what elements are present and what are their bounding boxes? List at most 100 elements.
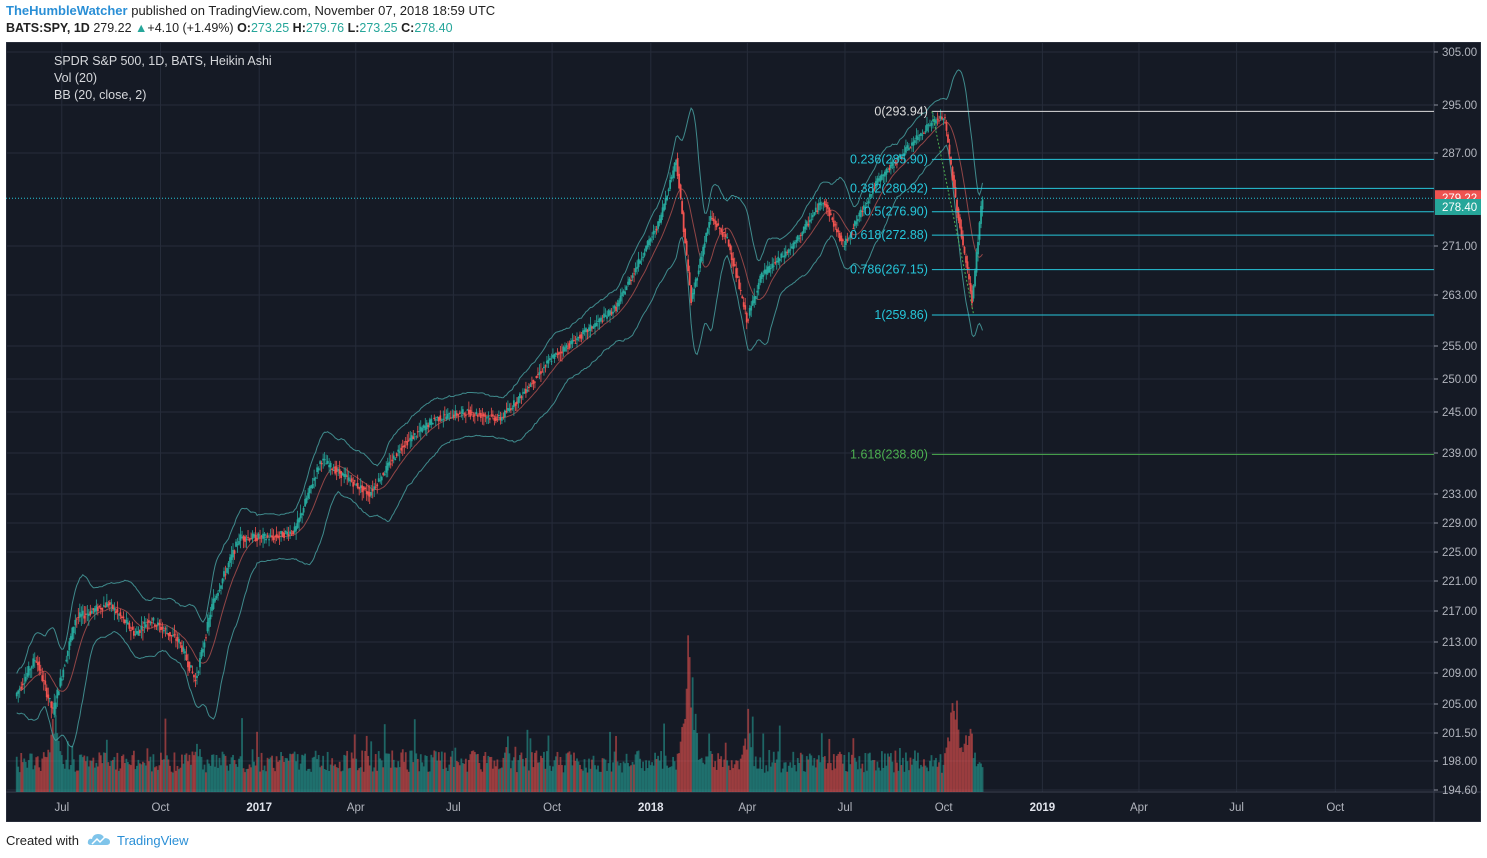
- candle-body: [748, 307, 751, 316]
- volume-bar: [87, 766, 90, 792]
- candle-body: [251, 533, 254, 540]
- volume-bar: [506, 736, 509, 792]
- volume-bar: [702, 762, 705, 792]
- candle-body: [523, 391, 526, 394]
- volume-bar: [714, 761, 717, 792]
- candle-body: [107, 604, 110, 606]
- candle-body: [383, 473, 386, 476]
- volume-bar: [945, 747, 948, 792]
- low-label: L:: [347, 21, 360, 35]
- candle-body: [242, 536, 245, 541]
- volume-bar: [30, 753, 33, 792]
- candle-body: [753, 296, 756, 304]
- volume-bar: [479, 769, 482, 792]
- volume-bar: [239, 756, 242, 792]
- candle-body: [900, 156, 903, 159]
- candle-body: [18, 688, 21, 690]
- candle-body: [783, 255, 786, 258]
- volume-bar: [741, 754, 744, 792]
- volume-bar: [552, 766, 554, 792]
- volume-bar: [319, 767, 322, 792]
- candle-body: [218, 589, 221, 591]
- candle-body: [894, 161, 897, 164]
- candle-body: [257, 533, 260, 538]
- candle-body: [185, 654, 188, 661]
- candle-body: [762, 274, 765, 277]
- candle-body: [443, 414, 446, 416]
- author-link[interactable]: TheHumbleWatcher: [6, 3, 128, 18]
- volume-bar: [38, 767, 41, 792]
- candle-body: [433, 417, 436, 420]
- volume-bar: [765, 765, 768, 792]
- price-chart[interactable]: 0(293.94) 0.236(285.90) 0.382(280.92) 0.5(2…: [5, 41, 1482, 823]
- volume-bar: [128, 764, 131, 792]
- volume-bar: [268, 759, 270, 792]
- candle-body: [145, 624, 147, 628]
- volume-bar: [805, 756, 808, 792]
- candle-body: [235, 541, 237, 547]
- volume-bar: [571, 765, 574, 792]
- candle-body: [389, 463, 392, 465]
- volume-bar: [549, 765, 551, 792]
- volume-bar: [600, 771, 602, 792]
- time-label: 2019: [1030, 802, 1056, 814]
- candle-body: [451, 417, 454, 419]
- volume-bar: [93, 767, 96, 792]
- candle-body: [263, 533, 266, 537]
- candle-body: [164, 628, 167, 630]
- chart-panel[interactable]: 0(293.94) 0.236(285.90) 0.382(280.92) 0.5(2…: [5, 41, 1482, 823]
- candle-body: [613, 305, 616, 309]
- volume-bar: [522, 758, 524, 792]
- volume-bar: [561, 765, 563, 792]
- volume-bar: [29, 753, 32, 792]
- price-label: 213.00: [1442, 637, 1477, 649]
- candle-body: [167, 633, 170, 636]
- candle-body: [482, 413, 485, 417]
- volume-bar: [884, 753, 886, 792]
- candle-body: [959, 217, 961, 228]
- time-label: Oct: [543, 802, 562, 814]
- volume-bar: [908, 770, 910, 792]
- publish-line: TheHumbleWatcher published on TradingVie…: [6, 3, 495, 18]
- candle-body: [418, 430, 421, 432]
- time-axis[interactable]: Jul Oct 2017 Apr Jul Oct 2018 Apr Jul Oct 2019 Apr J…: [54, 802, 1345, 814]
- candle-body: [21, 683, 24, 686]
- volume-bar: [700, 757, 703, 792]
- candle-body: [437, 417, 440, 422]
- volume-bar: [185, 753, 188, 792]
- candle-body: [799, 235, 802, 237]
- volume-bar: [289, 753, 291, 792]
- price-axis[interactable]: 305.00295.00287.00279.22278.40271.00263.…: [1434, 47, 1481, 797]
- volume-bar: [837, 753, 840, 792]
- tradingview-link[interactable]: TradingView: [116, 833, 189, 848]
- volume-bar: [534, 752, 536, 792]
- candle-body: [488, 418, 491, 420]
- candle-body: [666, 195, 669, 201]
- volume-bar: [664, 755, 667, 792]
- candle-body: [305, 497, 308, 503]
- candle-body: [712, 218, 715, 222]
- volume-bar: [658, 760, 661, 792]
- volume-bar: [819, 762, 822, 792]
- volume-bar: [956, 700, 958, 792]
- volume-bar: [893, 772, 895, 792]
- candle-body: [436, 416, 439, 419]
- time-label: Apr: [347, 802, 365, 814]
- tradingview-cloud-icon[interactable]: [87, 832, 111, 849]
- candle-body: [618, 300, 620, 307]
- volume-bar: [781, 768, 784, 792]
- fibonacci-retracement[interactable]: 0(293.94) 0.236(285.90) 0.382(280.92) 0.5(2…: [6, 104, 1434, 461]
- candle-body: [503, 410, 506, 418]
- candle-body: [896, 163, 898, 165]
- volume-bar: [669, 767, 672, 792]
- candle-body: [697, 270, 700, 275]
- volume-bar: [485, 763, 488, 792]
- volume-bar: [744, 738, 747, 792]
- volume-bar: [329, 764, 332, 792]
- candle-body: [295, 525, 298, 531]
- volume-bar: [660, 751, 662, 792]
- candle-body: [143, 621, 146, 624]
- volume-bar: [145, 765, 147, 792]
- candle-body: [424, 425, 427, 431]
- candle-body: [62, 669, 65, 678]
